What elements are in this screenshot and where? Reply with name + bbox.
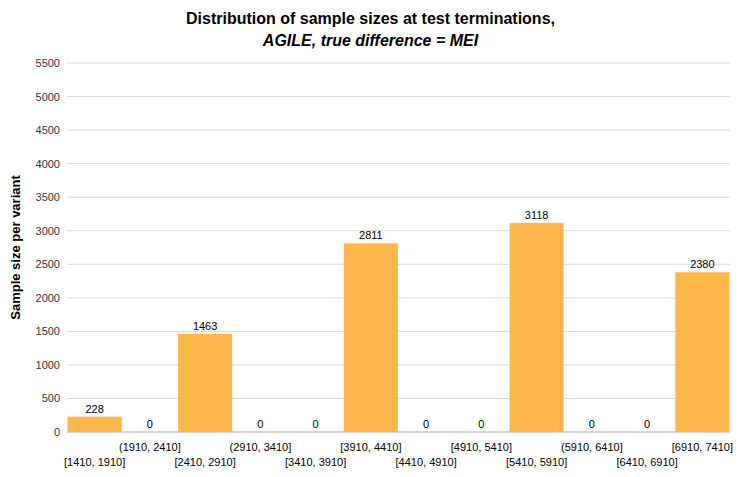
chart: Distribution of sample sizes at test ter… (0, 0, 741, 477)
data-label: 0 (313, 418, 319, 430)
data-label: 0 (478, 418, 484, 430)
grid-line (67, 398, 730, 399)
y-tick-label: 2000 (36, 292, 60, 304)
x-tick-label: (5910, 6410] (561, 441, 623, 453)
grid-line (67, 264, 730, 265)
bar (510, 223, 564, 432)
y-tick-label: 500 (42, 392, 60, 404)
data-label: 0 (589, 418, 595, 430)
y-tick-label: 3000 (36, 225, 60, 237)
y-axis-title: Sample size per variant (8, 175, 23, 320)
subtitle: AGILE, true difference = MEI (262, 32, 479, 49)
y-tick-label: 0 (54, 426, 60, 438)
data-label: 2811 (359, 229, 383, 241)
x-tick-label: [3910, 4410] (340, 441, 401, 453)
data-label: 0 (644, 418, 650, 430)
x-tick-label: (1910, 2410] (119, 441, 181, 453)
x-axis-line (67, 432, 730, 433)
bar (178, 334, 232, 432)
x-tick-label: [6410, 6910] (617, 456, 678, 468)
grid-line (67, 130, 730, 131)
y-tick-label: 4000 (36, 158, 60, 170)
y-tick-label: 1000 (36, 359, 60, 371)
y-tick-label: 5500 (36, 57, 60, 69)
y-tick-label: 5000 (36, 91, 60, 103)
data-label: 228 (85, 403, 103, 415)
y-tick-label: 3500 (36, 191, 60, 203)
x-tick-label: [4410, 4910] (396, 456, 457, 468)
bar (123, 432, 177, 433)
bar (344, 243, 398, 432)
bar (68, 417, 122, 432)
data-label: 0 (257, 418, 263, 430)
grid-line (67, 96, 730, 97)
grid-line (67, 163, 730, 164)
bar (565, 432, 619, 433)
y-tick-label: 2500 (36, 258, 60, 270)
x-tick-label: [4910, 5410] (451, 441, 512, 453)
x-tick-label: (2910, 3410] (229, 441, 291, 453)
data-label: 3118 (525, 209, 549, 221)
data-label: 2380 (690, 258, 714, 270)
bar (289, 432, 343, 433)
title: Distribution of sample sizes at test ter… (186, 10, 555, 27)
data-label: 0 (423, 418, 429, 430)
bar (399, 432, 453, 433)
x-tick-label: [2410, 2910] (175, 456, 236, 468)
grid-line (67, 364, 730, 365)
data-label: 1463 (193, 320, 217, 332)
x-tick-label: [6910, 7410] (672, 441, 733, 453)
grid-line (67, 432, 730, 433)
grid-line (67, 297, 730, 298)
bar (620, 432, 674, 433)
y-tick-label: 1500 (36, 325, 60, 337)
grid-line (67, 197, 730, 198)
bar (454, 432, 508, 433)
y-tick-label: 4500 (36, 124, 60, 136)
x-tick-label: [5410, 5910] (506, 456, 567, 468)
grid-line (67, 230, 730, 231)
grid-line (67, 331, 730, 332)
bar (675, 272, 729, 432)
bar (233, 432, 287, 433)
data-label: 0 (147, 418, 153, 430)
grid-line (67, 63, 730, 64)
bars (68, 223, 730, 432)
x-tick-label: [1410, 1910] (64, 456, 125, 468)
x-tick-label: [3410, 3910] (285, 456, 346, 468)
